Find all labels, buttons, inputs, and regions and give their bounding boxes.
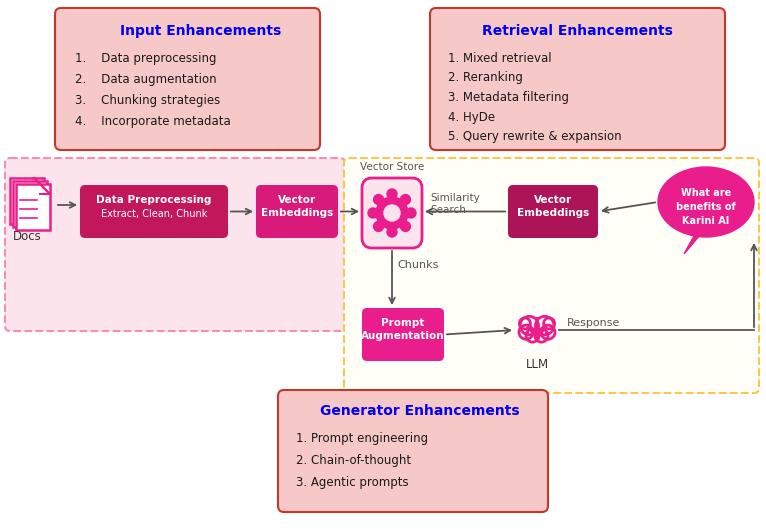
FancyBboxPatch shape <box>344 158 759 393</box>
Text: Data Preprocessing: Data Preprocessing <box>97 195 211 205</box>
Circle shape <box>406 208 416 218</box>
Text: 3. Metadata filtering: 3. Metadata filtering <box>448 91 569 104</box>
FancyBboxPatch shape <box>80 185 228 238</box>
Text: Docs: Docs <box>12 230 41 243</box>
FancyBboxPatch shape <box>256 185 338 238</box>
Text: Vector Store: Vector Store <box>360 162 424 172</box>
FancyBboxPatch shape <box>362 308 444 361</box>
Text: Embeddings: Embeddings <box>517 208 589 218</box>
Circle shape <box>532 331 534 333</box>
Circle shape <box>401 195 411 205</box>
FancyBboxPatch shape <box>362 178 422 248</box>
Circle shape <box>535 329 538 331</box>
Circle shape <box>401 222 411 231</box>
Text: 5. Query rewrite & expansion: 5. Query rewrite & expansion <box>448 130 622 143</box>
Circle shape <box>387 189 397 199</box>
Text: Generator Enhancements: Generator Enhancements <box>320 404 519 418</box>
Text: Prompt: Prompt <box>381 318 424 328</box>
Text: 4. HyDe: 4. HyDe <box>448 111 495 123</box>
Text: Retrieval Enhancements: Retrieval Enhancements <box>482 24 673 38</box>
Text: 2. Chain-of-thought: 2. Chain-of-thought <box>296 454 411 467</box>
Circle shape <box>544 324 546 327</box>
Text: Vector: Vector <box>278 195 316 205</box>
Circle shape <box>545 332 548 334</box>
Circle shape <box>526 332 529 334</box>
FancyBboxPatch shape <box>430 8 725 150</box>
Ellipse shape <box>658 167 754 237</box>
Text: Input Enhancements: Input Enhancements <box>120 24 281 38</box>
Circle shape <box>387 227 397 237</box>
Text: Similarity: Similarity <box>430 193 480 203</box>
Circle shape <box>384 205 400 221</box>
Text: 3. Agentic prompts: 3. Agentic prompts <box>296 476 408 489</box>
FancyBboxPatch shape <box>508 185 598 238</box>
Text: Vector: Vector <box>534 195 572 205</box>
Circle shape <box>374 222 384 231</box>
Circle shape <box>376 197 408 229</box>
Text: Embeddings: Embeddings <box>261 208 333 218</box>
Text: 4.    Incorporate metadata: 4. Incorporate metadata <box>75 115 231 128</box>
Circle shape <box>368 208 378 218</box>
Text: 3.    Chunking strategies: 3. Chunking strategies <box>75 94 221 107</box>
Text: Response: Response <box>567 318 620 328</box>
Text: Search: Search <box>430 205 466 215</box>
Text: 2.    Data augmentation: 2. Data augmentation <box>75 73 217 86</box>
FancyBboxPatch shape <box>5 158 345 331</box>
Circle shape <box>374 195 384 205</box>
Circle shape <box>540 331 542 333</box>
FancyBboxPatch shape <box>55 8 320 150</box>
Text: 2. Reranking: 2. Reranking <box>448 71 523 85</box>
Text: Chunks: Chunks <box>397 260 438 270</box>
FancyBboxPatch shape <box>16 184 50 230</box>
Text: What are
benefits of
Karini AI: What are benefits of Karini AI <box>676 188 736 226</box>
FancyBboxPatch shape <box>278 390 548 512</box>
Text: 1. Mixed retrieval: 1. Mixed retrieval <box>448 52 552 65</box>
Text: 1.    Data preprocessing: 1. Data preprocessing <box>75 52 217 65</box>
Text: 1. Prompt engineering: 1. Prompt engineering <box>296 432 428 445</box>
FancyBboxPatch shape <box>13 181 47 227</box>
Text: Augmentation: Augmentation <box>362 331 445 341</box>
Text: LLM: LLM <box>525 358 548 371</box>
Circle shape <box>528 324 531 327</box>
Polygon shape <box>684 220 713 254</box>
FancyBboxPatch shape <box>10 178 44 224</box>
Text: Extract, Clean, Chunk: Extract, Clean, Chunk <box>101 209 207 219</box>
